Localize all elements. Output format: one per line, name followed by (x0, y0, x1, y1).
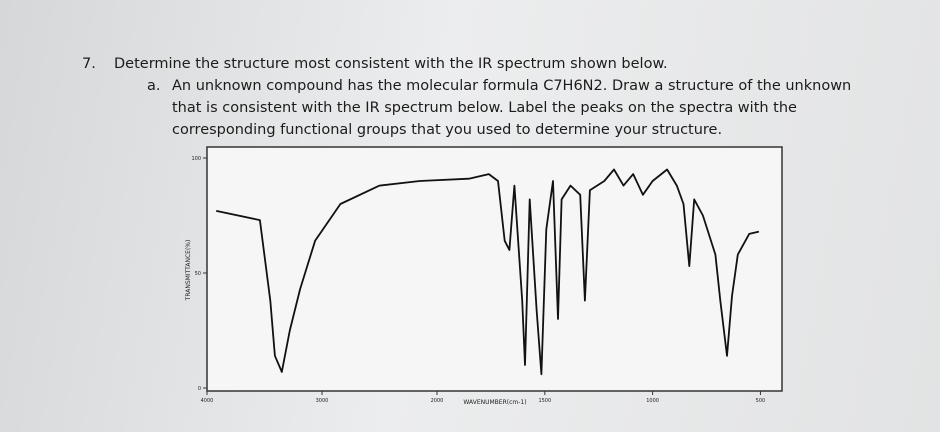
spectrum-line (216, 168, 760, 376)
y-tick-label: 100 (191, 156, 201, 162)
part-label: a. (147, 78, 161, 94)
x-tick-label: 4000 (201, 398, 214, 404)
y-tick-label: 0 (198, 386, 201, 392)
plot-frame (206, 146, 783, 392)
x-tick-label: 2000 (431, 398, 444, 404)
x-axis-label: WAVENUMBER(cm-1) (463, 399, 526, 406)
y-tick-label: 50 (195, 271, 201, 277)
y-axis-label: TRANSMITTANCE(%) (185, 240, 192, 302)
question-text: Determine the structure most consistent … (114, 56, 668, 72)
part-line: corresponding functional groups that you… (172, 122, 723, 138)
question-number: 7. (82, 56, 96, 72)
x-tick-label: 1500 (538, 398, 551, 404)
x-tick-label: 1000 (646, 398, 659, 404)
part-line: that is consistent with the IR spectrum … (172, 100, 797, 116)
x-tick-label: 500 (756, 398, 766, 404)
part-line: An unknown compound has the molecular fo… (172, 78, 852, 94)
x-tick-label: 3000 (316, 398, 329, 404)
